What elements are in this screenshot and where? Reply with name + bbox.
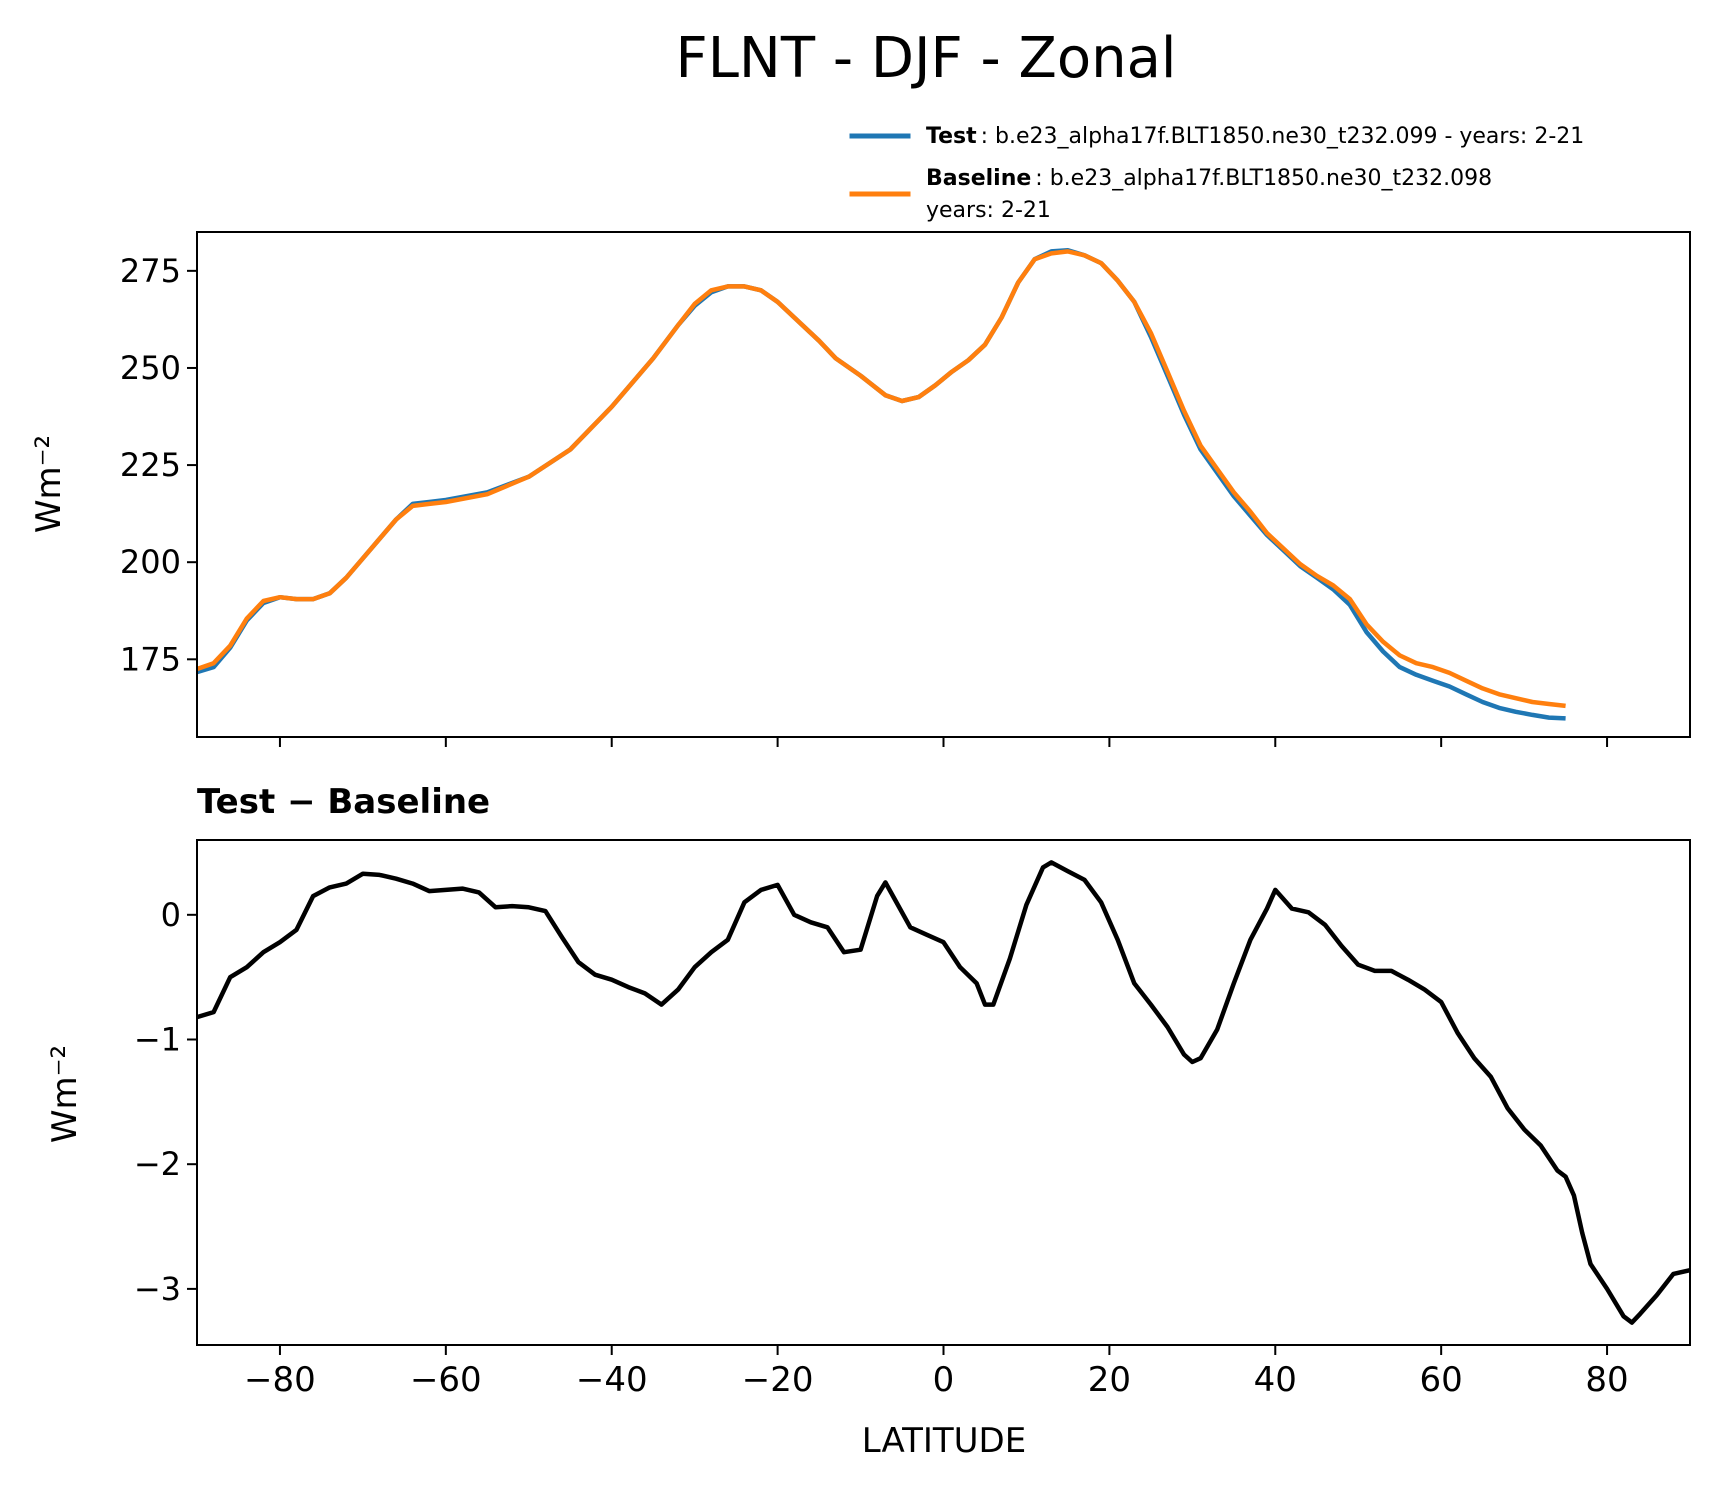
top-plot-frame (196, 231, 1691, 738)
figure-title: FLNT - DJF - Zonal (676, 26, 1177, 91)
legend-baseline-bold: Baseline (926, 166, 1031, 191)
bottom-panel-title: Test − Baseline (197, 782, 490, 822)
top-series-group (196, 248, 1566, 721)
legend-label-baseline: Baseline: b.e23_alpha17f.BLT1850.ne30_t2… (926, 166, 1492, 191)
top-xticks (278, 737, 1609, 747)
legend: Test: b.e23_alpha17f.BLT1850.ne30_t232.0… (849, 124, 1584, 223)
bottom-ytick-label: −1 (134, 1021, 181, 1059)
bottom-xtick-label: 80 (1585, 1360, 1628, 1400)
top-y-axis-label: Wm⁻² (29, 435, 69, 533)
bottom-xtick-label: 20 (1088, 1360, 1131, 1400)
bottom-ytick-label: −3 (134, 1270, 181, 1308)
bottom-series-line-0 (196, 860, 1691, 1325)
top-series-line-1 (196, 249, 1566, 709)
bottom-xtick-label: 0 (933, 1360, 955, 1400)
top-ytick-label: 275 (120, 252, 181, 290)
bottom-xtick-label: 40 (1254, 1360, 1297, 1400)
bottom-ytick-label: −2 (134, 1145, 181, 1183)
bottom-y-axis-label: Wm⁻² (45, 1045, 85, 1143)
legend-label-test: Test: b.e23_alpha17f.BLT1850.ne30_t232.0… (926, 124, 1584, 149)
top-yticks: 175 200 225 250 275 (120, 252, 197, 678)
bottom-yticks: 0 −1 −2 −3 (134, 896, 197, 1308)
bottom-panel: Test − Baseline 0 −1 −2 −3 −80 −60 −40 −20 0 20 4… (45, 782, 1691, 1461)
bottom-xtick-label: −40 (576, 1360, 648, 1400)
bottom-xtick-label: −60 (410, 1360, 482, 1400)
legend-label-baseline-line2: years: 2-21 (926, 198, 1051, 223)
top-ytick-label: 175 (120, 640, 181, 678)
top-panel: 175 200 225 250 275 Wm⁻² (29, 231, 1691, 747)
legend-baseline-text: : b.e23_alpha17f.BLT1850.ne30_t232.098 (1035, 166, 1492, 191)
bottom-ytick-label: 0 (161, 896, 181, 934)
top-ytick-label: 225 (120, 446, 181, 484)
bottom-plot-frame (196, 839, 1691, 1346)
bottom-xticks: −80 −60 −40 −20 0 20 40 60 80 (244, 1345, 1629, 1400)
bottom-xtick-label: 60 (1420, 1360, 1463, 1400)
x-axis-label: LATITUDE (862, 1421, 1026, 1461)
legend-test-text: : b.e23_alpha17f.BLT1850.ne30_t232.099 -… (981, 124, 1585, 149)
top-ytick-label: 250 (120, 349, 181, 387)
bottom-xtick-label: −80 (244, 1360, 316, 1400)
top-ytick-label: 200 (120, 543, 181, 581)
legend-test-bold: Test (926, 124, 977, 149)
bottom-xtick-label: −20 (742, 1360, 814, 1400)
bottom-series-group (196, 860, 1691, 1325)
